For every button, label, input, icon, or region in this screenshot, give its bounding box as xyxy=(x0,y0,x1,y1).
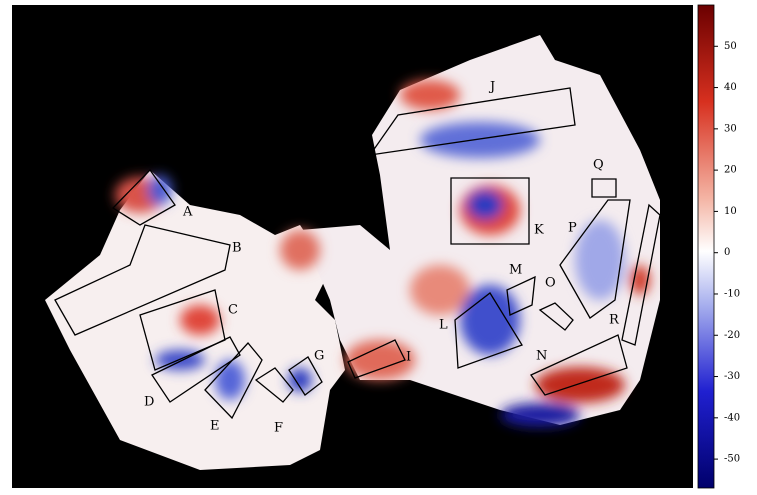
colorbar-tick-label: 20 xyxy=(724,165,737,176)
colorbar-tick-label: -20 xyxy=(724,330,740,341)
region-label: D xyxy=(144,395,154,410)
region-label: B xyxy=(232,241,242,256)
region-label: Q xyxy=(593,158,604,173)
colorbar-tick-label: -50 xyxy=(724,454,740,465)
region-label: I xyxy=(406,350,411,365)
colorbar-ticks: 50 40 30 20 10 0 -10 -20 -30 -40 -50 xyxy=(714,41,740,465)
region-label: R xyxy=(609,313,620,328)
colorbar-tick-label: 0 xyxy=(724,247,730,258)
colorbar-tick-label: 10 xyxy=(724,206,737,217)
region-label: P xyxy=(568,221,577,236)
region-label: A xyxy=(182,205,193,220)
region-label: O xyxy=(545,276,556,291)
region-label: N xyxy=(536,349,547,364)
colorbar-tick-label: -10 xyxy=(724,288,740,299)
colorbar-tick-label: 40 xyxy=(724,82,737,93)
region-labels: A B C D E F G I J K L M N O P Q R xyxy=(144,80,620,436)
region-label: K xyxy=(534,223,544,238)
colorbar-tick-label: -30 xyxy=(724,371,740,382)
region-label: M xyxy=(509,263,522,278)
colorbar-tick-label: -40 xyxy=(724,412,740,423)
region-outlines xyxy=(54,87,661,420)
region-label: G xyxy=(314,349,324,364)
region-label: E xyxy=(210,419,220,434)
region-label: C xyxy=(228,303,238,318)
region-label: J xyxy=(488,80,495,95)
colorbar-tick-label: 50 xyxy=(724,41,737,52)
region-label: F xyxy=(274,421,283,436)
colorbar-tick-label: 30 xyxy=(724,123,737,134)
region-label: L xyxy=(439,318,448,333)
colorbar xyxy=(697,4,715,489)
